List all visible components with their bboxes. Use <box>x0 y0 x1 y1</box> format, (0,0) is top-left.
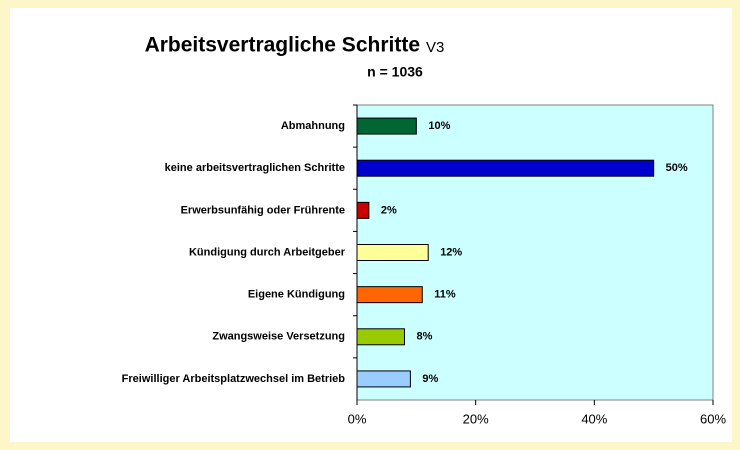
x-tick-label: 60% <box>700 411 726 426</box>
value-label: 11% <box>434 289 456 301</box>
chart-subtitle: n = 1036 <box>367 64 423 80</box>
x-tick-label: 0% <box>348 411 367 426</box>
value-label: 10% <box>428 120 450 132</box>
value-label: 50% <box>666 162 688 174</box>
x-tick-label: 20% <box>463 411 489 426</box>
chart-title: Arbeitsvertragliche Schritte <box>145 34 420 57</box>
bar <box>356 244 429 261</box>
y-tick-label: Eigene Kündigung <box>248 289 345 301</box>
y-tick-label: Kündigung durch Arbeitgeber <box>189 246 346 258</box>
y-tick-label: Freiwilliger Arbeitsplatzwechsel im Betr… <box>122 373 346 385</box>
title-suffix: V3 <box>426 39 444 56</box>
y-tick-label: Erwerbsunfähig oder Frührente <box>181 204 345 216</box>
bar <box>356 328 405 346</box>
bar <box>356 286 423 304</box>
value-label: 2% <box>381 204 397 216</box>
bar <box>356 159 655 177</box>
y-tick-label: Abmahnung <box>281 120 345 132</box>
bar <box>356 117 417 135</box>
value-label: 9% <box>422 373 438 385</box>
x-tick-label: 40% <box>581 411 607 426</box>
value-label: 8% <box>416 331 432 343</box>
y-tick-label: keine arbeitsvertraglichen Schritte <box>165 162 345 174</box>
y-tick-label: Zwangsweise Versetzung <box>212 331 345 343</box>
bar <box>356 370 411 388</box>
value-label: 12% <box>440 246 462 258</box>
bar <box>356 201 370 219</box>
